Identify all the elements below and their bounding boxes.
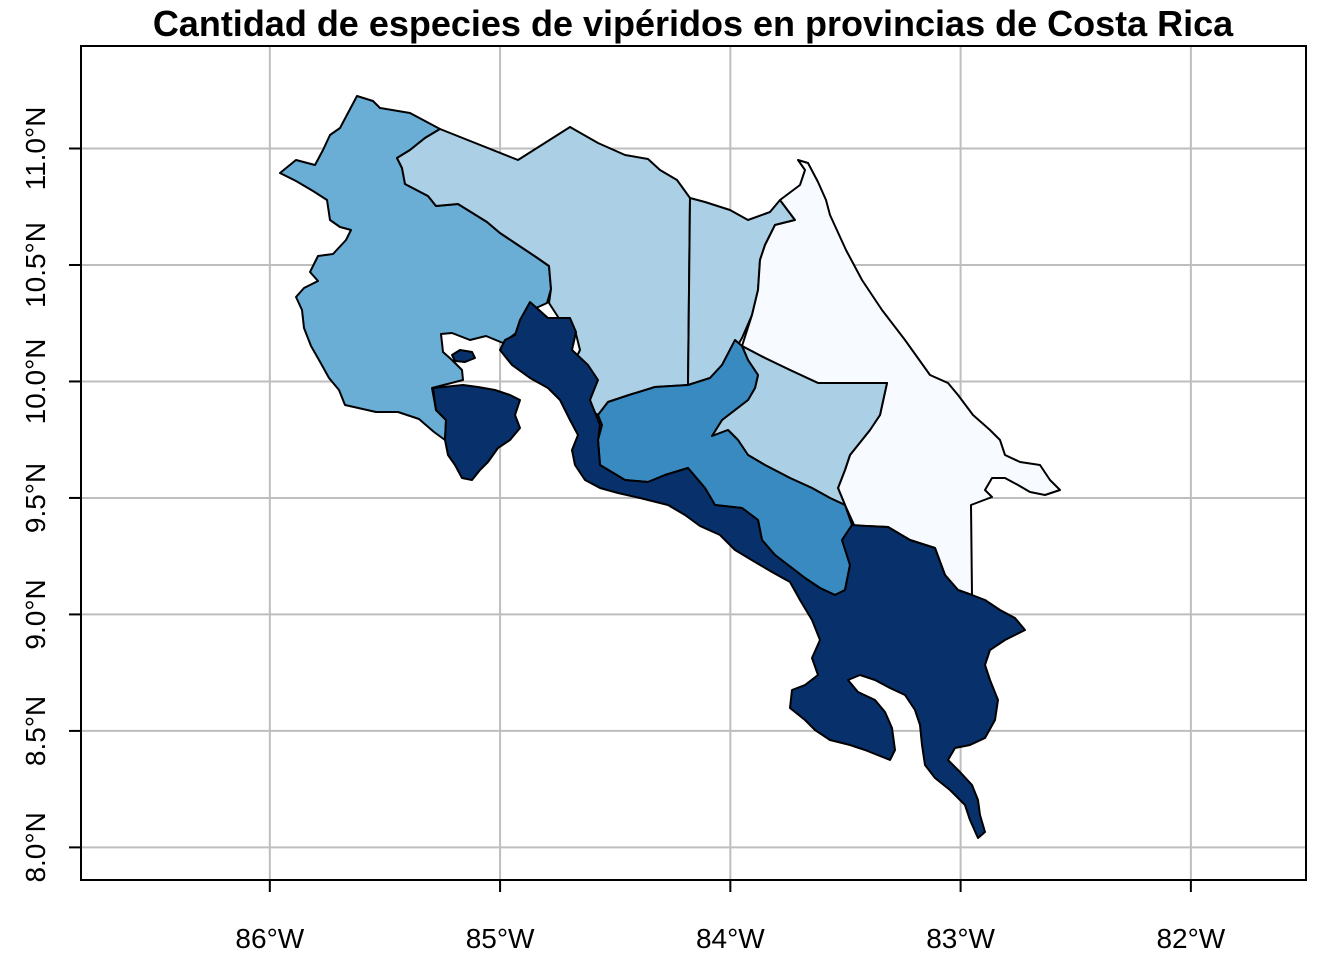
lat-tick-label: 10.5°N <box>20 222 51 308</box>
plot-frame <box>80 45 1307 881</box>
province-alajuela <box>396 126 691 416</box>
lat-tick-label: 9.5°N <box>20 463 51 533</box>
province-layer <box>279 95 1061 839</box>
lat-tick-label: 8.5°N <box>20 696 51 766</box>
province-puntarenas <box>499 301 1026 839</box>
lon-tick-label: 83°W <box>926 923 995 954</box>
lon-tick-label: 84°W <box>696 923 765 954</box>
lat-tick-label: 9.0°N <box>20 579 51 649</box>
lon-tick-label: 86°W <box>235 923 304 954</box>
lat-tick-label: 8.0°N <box>20 812 51 882</box>
latitude-axis: 8.0°N 8.5°N 9.0°N 9.5°N 10.0°N 10.5°N 11.0°N <box>20 107 81 883</box>
lon-tick-label: 85°W <box>466 923 535 954</box>
lon-tick-label: 82°W <box>1156 923 1225 954</box>
map-title: Cantidad de especies de vipéridos en pro… <box>153 3 1234 44</box>
province-puntarenas-island <box>451 349 476 363</box>
lat-tick-label: 10.0°N <box>20 339 51 425</box>
longitude-axis: 86°W 85°W 84°W 83°W 82°W <box>235 880 1226 954</box>
province-puntarenas-nicoya <box>432 384 521 481</box>
lat-tick-label: 11.0°N <box>20 107 51 191</box>
